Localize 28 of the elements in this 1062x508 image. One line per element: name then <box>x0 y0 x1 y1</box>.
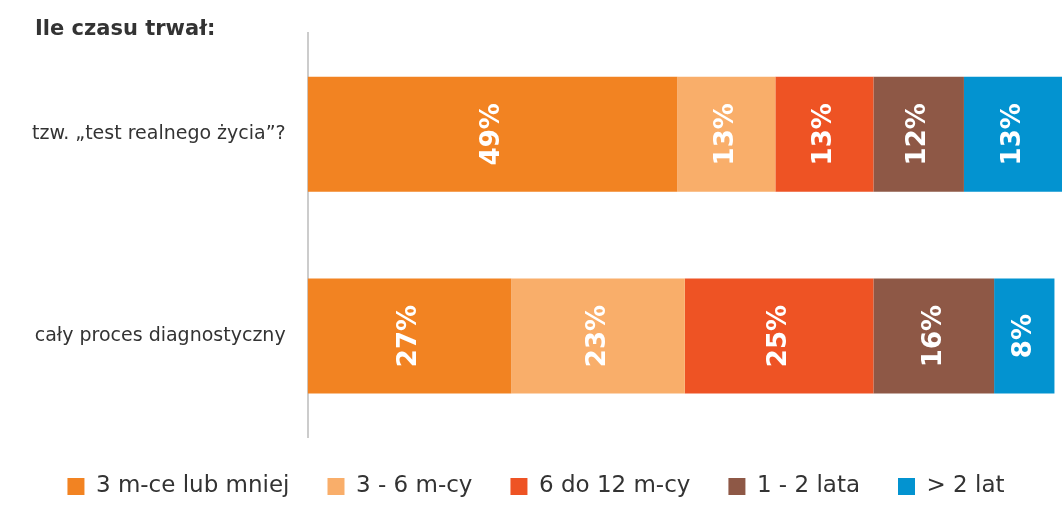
data-label: 25% <box>761 304 792 368</box>
bar <box>775 76 874 192</box>
legend-label: > 2 lat <box>926 471 1005 498</box>
bar <box>307 278 512 394</box>
data-label: 16% <box>916 304 947 368</box>
bar <box>307 76 678 192</box>
data-label: 13% <box>995 103 1026 166</box>
bar <box>511 278 685 394</box>
data-label: 12% <box>901 103 932 166</box>
bar <box>994 278 1055 394</box>
bar <box>873 278 995 394</box>
text: Ile czasu trwał: <box>35 16 216 41</box>
legend-label: 3 m-ce lub mniej <box>95 471 290 498</box>
bar <box>963 76 1062 192</box>
legend-label: 3 - 6 m-cy <box>356 471 473 498</box>
y-tick-label: cały proces diagnostyczny <box>34 323 286 346</box>
y-tick-label: tzw. „test realnego życia”? <box>31 121 286 144</box>
legend-label: 1 - 2 lata <box>756 471 861 498</box>
data-label: 49% <box>475 103 506 166</box>
data-label: 13% <box>709 103 740 166</box>
data-label: 27% <box>392 304 423 368</box>
bar <box>677 76 776 192</box>
data-label: 23% <box>580 304 611 368</box>
data-label: 13% <box>807 103 838 166</box>
legend-label: 6 do 12 m-cy <box>538 471 691 498</box>
bar <box>684 278 874 394</box>
data-label: 8% <box>1007 314 1038 359</box>
bar <box>873 76 964 192</box>
